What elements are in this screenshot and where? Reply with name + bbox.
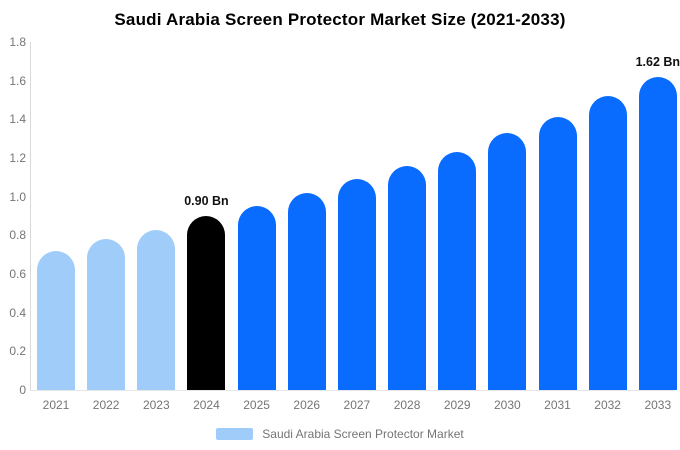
bar-2031[interactable] (538, 117, 577, 390)
bar-2032[interactable] (588, 96, 627, 390)
x-axis-label-2028: 2028 (393, 398, 421, 412)
x-axis-label-2032: 2032 (594, 398, 621, 412)
bar-2023[interactable] (137, 229, 176, 390)
legend-item-saudi-arabia-screen-protector-market[interactable]: Saudi Arabia Screen Protector Market (0, 427, 680, 441)
legend-swatch (216, 428, 254, 440)
bar-2025[interactable] (237, 206, 276, 390)
x-axis-label-2031: 2031 (544, 398, 571, 412)
x-axis-label-2021: 2021 (42, 398, 70, 412)
x-axis-label-2026: 2026 (293, 398, 321, 412)
bar-2027[interactable] (337, 179, 376, 390)
x-axis-label-2022: 2022 (92, 398, 120, 412)
y-axis-tick-label: 1.2 (9, 151, 26, 165)
y-axis-tick-label: 0.6 (9, 267, 26, 281)
x-axis-label-2025: 2025 (243, 398, 270, 412)
y-axis-tick-label: 0 (19, 383, 26, 397)
x-axis-label-2027: 2027 (343, 398, 371, 412)
x-axis-label-2033: 2033 (644, 398, 672, 412)
bar-2024[interactable] (187, 216, 226, 390)
bar-2030[interactable] (488, 132, 527, 390)
bar-2029[interactable] (438, 152, 477, 390)
bar-value-label-2033: 1.62 Bn (635, 54, 680, 69)
x-axis-label-2030: 2030 (493, 398, 521, 412)
bar-2033[interactable] (638, 76, 677, 390)
y-axis-line (30, 42, 31, 390)
x-axis-line (30, 390, 675, 391)
x-axis-label-2023: 2023 (142, 398, 170, 412)
bar-2026[interactable] (287, 192, 326, 390)
y-axis-tick-label: 0.4 (9, 305, 26, 320)
y-axis-tick-label: 0.2 (9, 344, 26, 359)
chart-title: Saudi Arabia Screen Protector Market Siz… (114, 10, 566, 29)
y-axis-tick-label: 0.8 (9, 228, 26, 243)
y-axis-tick-label: 1.6 (9, 73, 26, 88)
legend-label: Saudi Arabia Screen Protector Market (262, 427, 464, 441)
x-axis-label-2024: 2024 (193, 398, 220, 412)
x-axis-label-2029: 2029 (443, 398, 471, 412)
bar-2022[interactable] (87, 239, 126, 390)
bar-value-label-2024: 0.90 Bn (184, 194, 229, 208)
bar-2028[interactable] (388, 165, 427, 390)
y-axis-tick-label: 1.0 (9, 189, 26, 204)
y-axis-tick-label: 1.8 (9, 35, 26, 49)
y-axis-tick-label: 1.4 (9, 112, 26, 127)
bar-2021[interactable] (37, 250, 75, 390)
